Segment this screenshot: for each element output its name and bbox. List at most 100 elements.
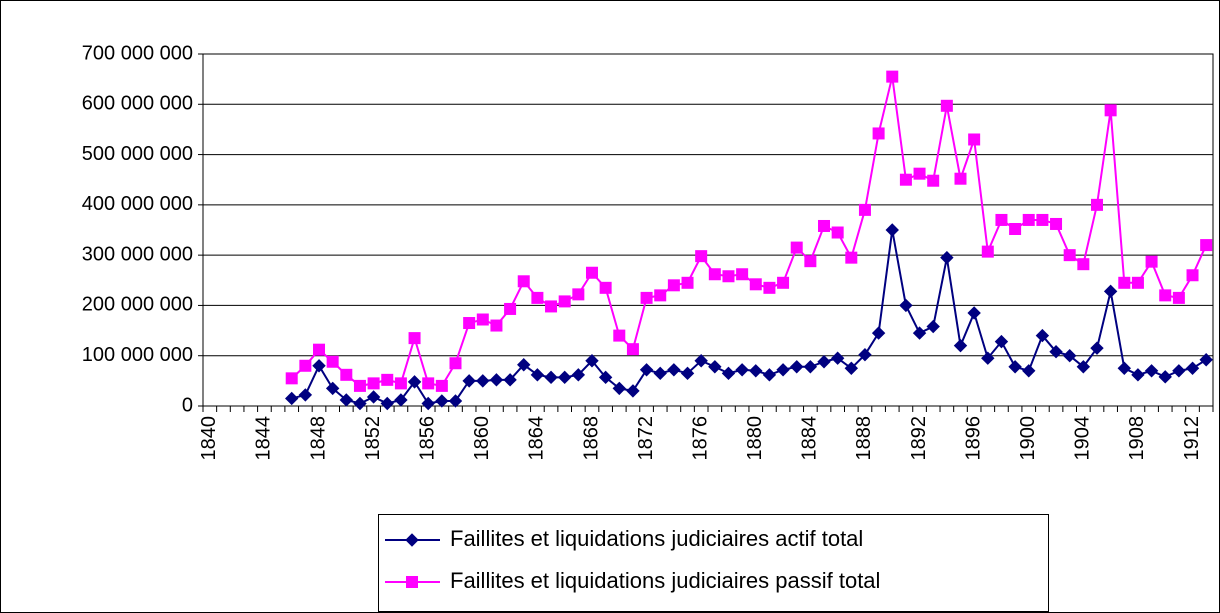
data-point	[886, 70, 899, 83]
data-point	[736, 268, 749, 281]
data-point	[667, 363, 681, 377]
data-point	[803, 360, 818, 374]
data-point	[831, 226, 844, 239]
data-point	[913, 167, 926, 180]
data-point	[1104, 104, 1117, 117]
data-point	[681, 276, 694, 289]
data-point	[1103, 284, 1118, 299]
data-point	[353, 379, 366, 392]
data-point	[285, 372, 298, 385]
data-point	[435, 379, 448, 392]
data-point	[1050, 217, 1063, 230]
data-point	[844, 361, 859, 375]
data-point	[721, 366, 736, 381]
data-point	[953, 338, 968, 353]
x-tick-label: 1848	[307, 416, 329, 461]
data-point	[1022, 213, 1035, 226]
data-point	[995, 213, 1008, 226]
data-point	[1186, 269, 1199, 282]
data-point	[872, 127, 885, 140]
data-point	[558, 295, 571, 308]
data-point	[1076, 360, 1091, 374]
data-point	[313, 343, 326, 356]
data-point	[476, 313, 489, 326]
data-point	[639, 363, 654, 377]
y-tick-label: 700 000 000	[82, 42, 193, 64]
data-point	[926, 319, 940, 334]
data-point	[503, 373, 517, 387]
y-tick-label: 400 000 000	[82, 193, 193, 215]
data-point	[1117, 361, 1131, 375]
data-point	[1159, 289, 1172, 302]
data-point	[1049, 344, 1063, 359]
data-point	[708, 360, 722, 374]
y-tick-label: 600 000 000	[82, 93, 193, 115]
data-point	[762, 368, 777, 382]
x-tick-label: 1896	[962, 416, 984, 461]
data-point	[1145, 255, 1158, 268]
data-point	[708, 268, 721, 281]
data-point	[408, 332, 421, 345]
legend-label: Faillites et liquidations judiciaires pa…	[450, 568, 880, 593]
data-point	[298, 388, 313, 402]
data-point	[1144, 364, 1159, 378]
data-point	[735, 363, 749, 377]
data-point	[994, 334, 1009, 349]
data-point	[1090, 198, 1103, 211]
data-point	[490, 319, 503, 332]
data-point	[463, 317, 476, 330]
data-point	[599, 281, 612, 294]
data-point	[394, 393, 408, 407]
data-point	[694, 354, 708, 368]
data-point	[366, 390, 381, 404]
data-point	[653, 366, 667, 381]
x-tick-label: 1868	[580, 416, 602, 461]
x-tick-label: 1844	[253, 416, 275, 461]
data-point	[626, 384, 640, 398]
data-point	[1158, 370, 1172, 384]
legend-box	[378, 514, 1049, 612]
data-point	[530, 368, 545, 382]
x-tick-label: 1856	[416, 416, 438, 461]
x-tick-label: 1912	[1181, 416, 1203, 461]
data-point	[749, 278, 762, 291]
data-point	[927, 174, 940, 187]
data-point	[722, 270, 735, 283]
data-point	[858, 348, 872, 362]
data-point	[871, 326, 886, 340]
data-point	[912, 326, 927, 340]
data-point	[1090, 341, 1104, 355]
data-point	[381, 373, 394, 386]
data-point	[422, 377, 435, 390]
x-tick-label: 1872	[635, 416, 657, 461]
x-tick-label: 1852	[362, 416, 384, 461]
data-point	[981, 351, 995, 365]
data-point	[1131, 276, 1144, 289]
data-point	[1185, 361, 1200, 375]
y-tick-label: 100 000 000	[82, 344, 193, 366]
data-point	[654, 289, 667, 302]
data-point	[640, 291, 653, 304]
data-point	[449, 357, 462, 370]
data-point	[435, 394, 449, 408]
data-point	[613, 329, 626, 342]
data-point	[326, 355, 339, 368]
data-point	[885, 223, 899, 237]
data-point	[940, 250, 954, 265]
data-point	[1172, 364, 1186, 378]
data-point	[489, 373, 504, 387]
data-point	[394, 377, 407, 390]
data-point	[571, 368, 586, 382]
data-point	[1200, 239, 1213, 252]
x-tick-label: 1880	[744, 416, 766, 461]
x-tick-label: 1884	[799, 416, 821, 461]
data-point	[476, 374, 490, 388]
data-point	[545, 300, 558, 313]
data-point	[1022, 364, 1036, 378]
data-point	[1009, 222, 1022, 235]
data-point	[504, 302, 517, 315]
x-tick-label: 1900	[1017, 416, 1039, 461]
data-point	[325, 381, 340, 396]
data-point	[667, 279, 680, 292]
